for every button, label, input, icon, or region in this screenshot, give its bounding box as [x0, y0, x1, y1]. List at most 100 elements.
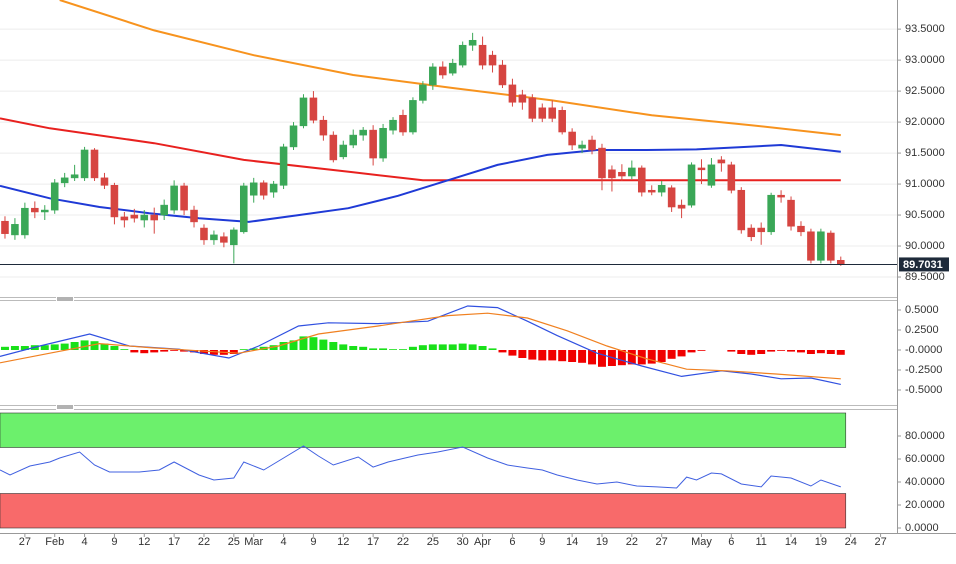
histogram-bar — [548, 350, 557, 361]
line — [0, 143, 841, 223]
histogram-bar — [329, 342, 338, 350]
histogram-bar — [349, 346, 358, 350]
line — [59, 0, 841, 137]
histogram-bar — [647, 350, 656, 364]
y-tick-label: 80.0000 — [905, 430, 945, 442]
candle-body — [777, 194, 785, 198]
y-tick-label: 92.0000 — [905, 116, 945, 128]
line — [0, 312, 841, 380]
histogram-bar — [677, 350, 686, 357]
candle-body — [279, 146, 288, 186]
candle-body — [618, 171, 626, 177]
candle-body — [1, 220, 9, 234]
histogram-bar — [697, 350, 706, 351]
last-price-label: 89.7031 — [903, 259, 943, 271]
histogram-bar — [578, 350, 587, 363]
panel-handle[interactable] — [56, 296, 74, 302]
x-tick-label: 14 — [785, 536, 797, 548]
histogram-bar — [488, 348, 497, 350]
candle-body — [31, 207, 39, 213]
histogram-bar — [10, 346, 19, 350]
histogram-bar — [657, 350, 666, 362]
y-tick-label: 20.0000 — [905, 499, 945, 511]
histogram-bar — [40, 345, 49, 350]
x-tick-label: 19 — [815, 536, 827, 548]
x-tick-label: 9 — [111, 536, 117, 548]
candle-body — [150, 214, 159, 221]
candle-body — [697, 167, 706, 171]
x-tick-label: Mar — [244, 536, 263, 548]
histogram-bar — [448, 344, 457, 350]
candle-body — [80, 149, 89, 179]
histogram-bar — [229, 350, 238, 354]
candle-body — [588, 139, 596, 151]
histogram-bar — [289, 340, 298, 350]
candle-body — [269, 183, 278, 193]
candle-body — [448, 62, 457, 74]
candle-body — [807, 231, 815, 261]
candle-body — [438, 66, 447, 76]
y-tick-label: 93.0000 — [905, 54, 945, 66]
candle-body — [339, 144, 348, 158]
x-tick-label: 30 — [457, 536, 469, 548]
y-tick-label: -0.5000 — [905, 384, 942, 396]
histogram-bar — [667, 350, 676, 359]
candle-body — [797, 225, 805, 233]
candle-body — [827, 232, 835, 261]
histogram-bar — [538, 350, 547, 361]
x-tick-label: 19 — [596, 536, 608, 548]
line — [0, 117, 841, 182]
candle-body — [70, 174, 79, 179]
histogram-bar — [190, 350, 199, 353]
candle-body — [210, 234, 218, 241]
x-tick-label: 4 — [82, 536, 88, 548]
histogram-bar — [100, 343, 109, 350]
histogram-bar — [767, 350, 776, 352]
x-tick-label: May — [691, 536, 712, 548]
y-tick-label: 90.5000 — [905, 209, 945, 221]
histogram-bar — [110, 346, 119, 350]
histogram-bar — [408, 346, 417, 350]
x-tick-label: 24 — [845, 536, 857, 548]
histogram-bar — [389, 349, 398, 350]
histogram-bar — [757, 350, 766, 354]
candle-body — [399, 114, 407, 133]
histogram-bar — [806, 350, 815, 354]
candle-body — [737, 189, 746, 231]
candle-body — [309, 97, 318, 121]
candle-body — [60, 177, 69, 184]
candle-body — [747, 227, 756, 238]
histogram-bar — [627, 350, 636, 365]
candle-body — [538, 107, 547, 119]
histogram-bar — [379, 348, 388, 350]
y-tick-label: 0.2500 — [905, 324, 939, 336]
candle-body — [359, 129, 367, 136]
candle-body — [379, 127, 387, 159]
candle-body — [239, 185, 248, 233]
band — [0, 412, 847, 448]
candle-body — [647, 189, 656, 193]
candle-body — [458, 44, 467, 66]
candle-body — [528, 97, 537, 119]
candle-body — [299, 97, 308, 127]
panel-handle[interactable] — [56, 404, 74, 410]
histogram-bar — [269, 345, 278, 350]
y-tick-label: 91.0000 — [905, 178, 945, 190]
histogram-bar — [508, 350, 517, 356]
x-tick-label: 6 — [509, 536, 515, 548]
histogram-bar — [60, 343, 69, 350]
x-tick-label: 6 — [728, 536, 734, 548]
histogram-bar — [458, 343, 467, 350]
candle-body — [50, 182, 59, 211]
y-tick-label: -0.2500 — [905, 364, 942, 376]
line — [0, 445, 841, 489]
candle-body — [568, 131, 576, 146]
candle-body — [468, 39, 477, 46]
candle-body — [389, 119, 397, 131]
candle-body — [578, 144, 586, 149]
histogram-bar — [816, 350, 825, 354]
histogram-bar — [319, 339, 328, 350]
x-tick-label: 27 — [19, 536, 31, 548]
